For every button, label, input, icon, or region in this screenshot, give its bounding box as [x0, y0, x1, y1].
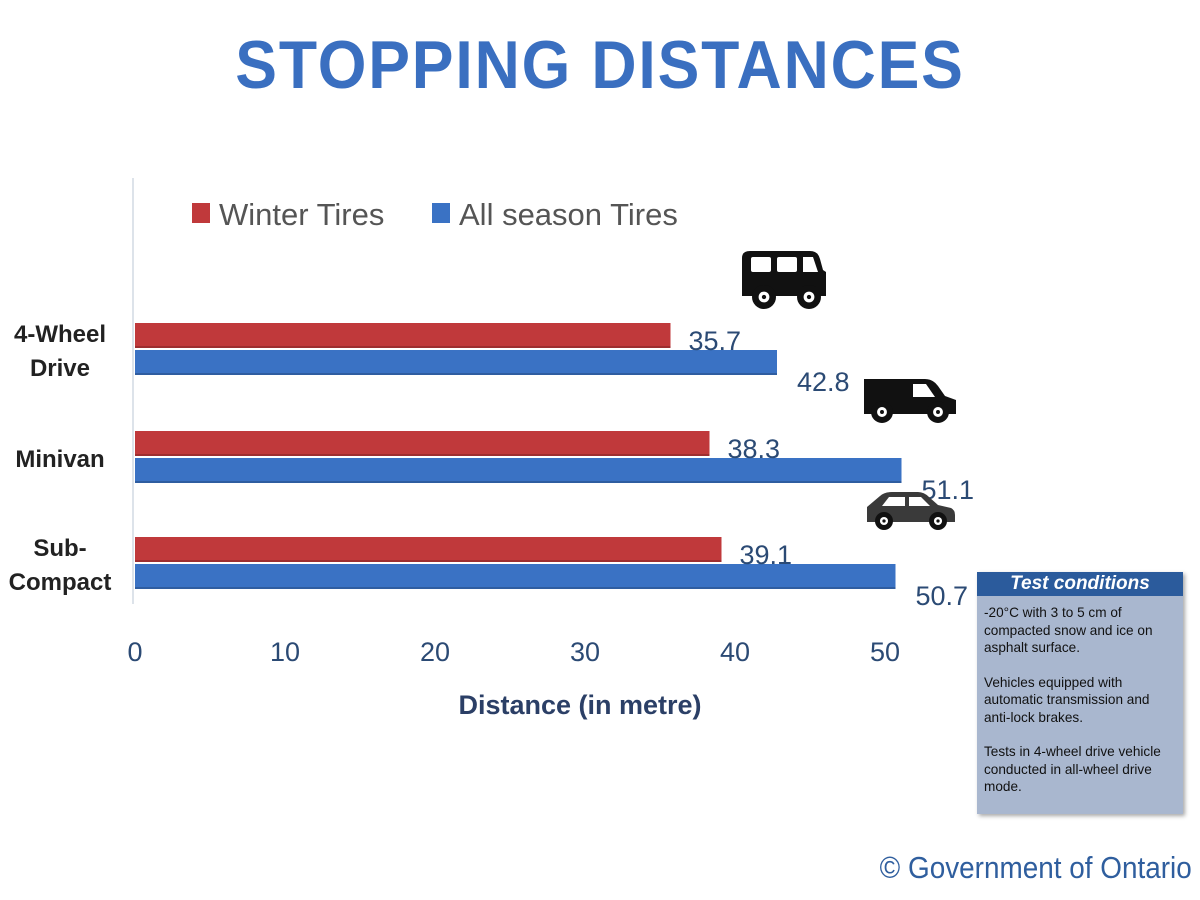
category-label-2: Sub-Compact	[9, 535, 112, 596]
x-tick-label-5: 50	[870, 637, 900, 667]
x-tick-label-4: 40	[720, 637, 750, 667]
bar-all-season-0	[135, 350, 777, 375]
x-tick-label-0: 0	[127, 637, 142, 667]
car-icon	[867, 492, 955, 530]
bar-shadow-winter-0	[135, 346, 671, 348]
x-tick-label-2: 20	[420, 637, 450, 667]
bar-shadow-all-season-2	[135, 587, 896, 589]
value-label-winter-2: 39.1	[740, 540, 793, 570]
legend-swatch-winter	[192, 203, 210, 223]
legend-label-winter: Winter Tires	[219, 197, 384, 232]
bar-winter-1	[135, 431, 710, 456]
page-title: STOPPING DISTANCES	[235, 27, 965, 103]
test-conditions-box: Test conditions -20°C with 3 to 5 cm of …	[977, 572, 1183, 814]
value-label-all-season-2: 50.7	[916, 581, 969, 611]
test-condition-temperature: -20°C with 3 to 5 cm of compacted snow a…	[984, 605, 1153, 655]
bar-winter-0	[135, 323, 671, 348]
suv-icon	[742, 251, 826, 309]
legend-swatch-all-season	[432, 203, 450, 223]
value-label-all-season-0: 42.8	[797, 367, 850, 397]
test-conditions-heading: Test conditions	[977, 572, 1183, 596]
bar-shadow-winter-2	[135, 560, 722, 562]
category-label-0: 4-Wheel Drive	[14, 321, 106, 382]
bar-winter-2	[135, 537, 722, 562]
bar-shadow-winter-1	[135, 454, 710, 456]
x-tick-label-1: 10	[270, 637, 300, 667]
test-conditions-body: -20°C with 3 to 5 cm of compacted snow a…	[977, 596, 1183, 817]
value-label-winter-1: 38.3	[728, 434, 781, 464]
bar-all-season-2	[135, 564, 896, 589]
test-condition-4wd: Tests in 4-wheel drive vehicle conducted…	[984, 744, 1161, 794]
x-axis-label: Distance (in metre)	[458, 690, 701, 720]
test-condition-vehicles: Vehicles equipped with automatic transmi…	[984, 674, 1150, 725]
x-tick-label-3: 30	[570, 637, 600, 667]
bar-shadow-all-season-0	[135, 373, 777, 375]
bar-all-season-1	[135, 458, 902, 483]
copyright-notice: © Government of Ontario	[879, 850, 1192, 885]
category-label-1: Minivan	[15, 446, 104, 473]
value-label-winter-0: 35.7	[689, 326, 742, 356]
bar-shadow-all-season-1	[135, 481, 902, 483]
legend-label-all-season: All season Tires	[459, 197, 678, 232]
van-icon	[864, 379, 956, 423]
